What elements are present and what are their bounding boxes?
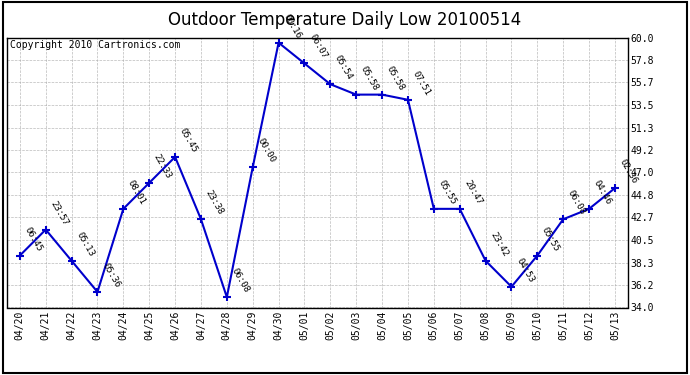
Text: 00:00: 00:00 [255,137,277,165]
Text: 05:58: 05:58 [359,64,380,92]
Text: 05:54: 05:54 [333,54,355,81]
Text: 05:55: 05:55 [540,225,562,253]
Text: 05:13: 05:13 [75,230,96,258]
Text: 04:53: 04:53 [514,256,535,284]
Text: 06:07: 06:07 [307,33,328,61]
Text: 23:38: 23:38 [204,189,225,216]
Text: 05:58: 05:58 [385,64,406,92]
Text: 07:51: 07:51 [411,69,432,97]
Text: 00:16: 00:16 [282,12,303,40]
Text: 04:46: 04:46 [592,178,613,206]
Text: 23:57: 23:57 [48,199,70,227]
Text: 06:45: 06:45 [23,225,44,253]
Text: 05:45: 05:45 [178,126,199,154]
Text: Copyright 2010 Cartronics.com: Copyright 2010 Cartronics.com [10,40,180,50]
Text: 20:47: 20:47 [462,178,484,206]
Text: 08:01: 08:01 [126,178,148,206]
Text: 06:08: 06:08 [230,267,251,294]
Text: 23:42: 23:42 [489,230,510,258]
Text: 06:08: 06:08 [566,189,587,216]
Text: 02:36: 02:36 [618,158,639,185]
Text: 22:33: 22:33 [152,152,173,180]
Text: Outdoor Temperature Daily Low 20100514: Outdoor Temperature Daily Low 20100514 [168,11,522,29]
Text: 05:55: 05:55 [437,178,458,206]
Text: 05:36: 05:36 [100,261,121,289]
